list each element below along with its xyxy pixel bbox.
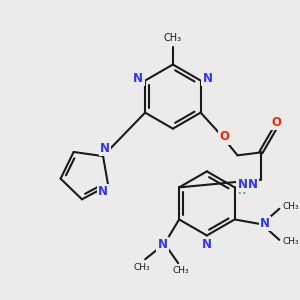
Text: N: N (248, 178, 258, 191)
Text: CH₃: CH₃ (134, 262, 151, 272)
Text: N: N (158, 238, 168, 251)
Text: CH₃: CH₃ (282, 202, 299, 211)
Text: N: N (202, 238, 212, 251)
Text: CH₃: CH₃ (173, 266, 189, 275)
Text: CH₃: CH₃ (282, 237, 299, 246)
Text: N: N (237, 178, 248, 191)
Text: N: N (98, 185, 108, 198)
Text: N: N (100, 142, 110, 155)
Text: O: O (219, 130, 229, 143)
Text: N: N (260, 217, 270, 230)
Text: N: N (133, 72, 143, 85)
Text: O: O (272, 116, 281, 129)
Text: N: N (202, 72, 212, 85)
Text: CH₃: CH₃ (164, 33, 182, 43)
Text: H: H (237, 186, 245, 196)
